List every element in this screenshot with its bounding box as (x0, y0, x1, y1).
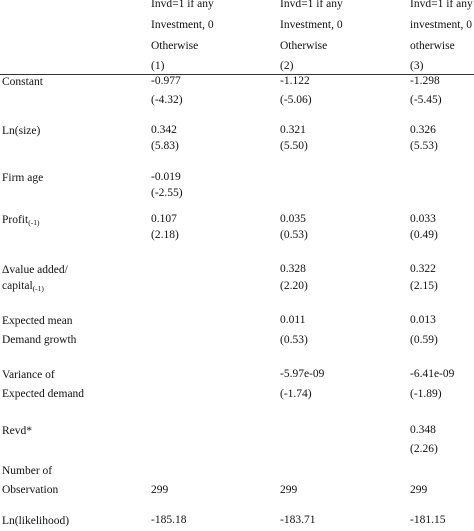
coef-cell: 0.321 (280, 124, 306, 136)
column-header-line: Invd=1 if any (410, 0, 473, 10)
value-cell: -181.15 (410, 514, 446, 526)
column-number: (1) (151, 60, 165, 72)
tstat-cell: (0.53) (280, 334, 308, 346)
row-label-line2: Observation (2, 484, 59, 496)
tstat-cell: (-5.06) (280, 94, 312, 106)
tstat-cell: (-1.74) (280, 388, 312, 400)
tstat-cell: (-4.32) (151, 94, 183, 106)
coef-cell: -0.977 (151, 75, 181, 87)
coef-cell: 0.322 (410, 263, 436, 275)
row-label-line2: capital(-1) (2, 280, 44, 293)
column-header-line: Otherwise (151, 40, 199, 52)
tstat-cell: (2.26) (410, 443, 438, 455)
column-header-line: otherwise (410, 40, 455, 52)
value-cell: -185.18 (151, 514, 187, 526)
coef-cell: 0.013 (410, 314, 436, 326)
tstat-cell: (5.50) (280, 140, 308, 152)
tstat-cell: (5.53) (410, 140, 438, 152)
row-label: Ln(size) (2, 125, 41, 137)
coef-cell: 0.035 (280, 213, 306, 225)
row-label: Firm age (2, 172, 44, 184)
tstat-cell: (0.59) (410, 334, 438, 346)
row-label-line2: Demand growth (2, 334, 77, 346)
tstat-cell: (0.49) (410, 229, 438, 241)
row-label: Number of (2, 465, 53, 477)
coef-cell: -1.298 (410, 75, 440, 87)
tstat-cell: (5.83) (151, 140, 179, 152)
coef-cell: 0.348 (410, 424, 436, 436)
header-rule (0, 74, 474, 75)
row-label: Variance of (2, 369, 55, 381)
value-cell: 299 (410, 484, 428, 496)
coef-cell: 0.011 (280, 314, 306, 326)
row-label-line2: Expected demand (2, 388, 85, 400)
row-label: Profit(-1) (2, 214, 40, 227)
value-cell: -183.71 (280, 514, 316, 526)
tstat-cell: (-2.55) (151, 187, 183, 199)
row-label-subscript: (-1) (28, 218, 40, 227)
tstat-cell: (0.53) (280, 229, 308, 241)
tstat-cell: (2.15) (410, 280, 438, 292)
tstat-cell: (2.20) (280, 280, 308, 292)
column-header-line: Invd=1 if any (151, 0, 214, 10)
column-header-line: Investment, 0 (151, 19, 214, 31)
value-cell: 299 (280, 484, 298, 496)
column-header-line: Invd=1 if any (280, 0, 343, 10)
row-label: Revd* (2, 425, 33, 437)
column-header-line: Otherwise (280, 40, 328, 52)
column-header-line: investment, 0 (410, 19, 472, 31)
tstat-cell: (2.18) (151, 229, 179, 241)
coef-cell: 0.326 (410, 124, 436, 136)
coef-cell: 0.328 (280, 263, 306, 275)
tstat-cell: (-1.89) (410, 388, 442, 400)
column-number: (2) (280, 60, 294, 72)
tstat-cell: (-5.45) (410, 94, 442, 106)
row-label-subscript: (-1) (32, 284, 44, 293)
column-number: (3) (410, 60, 424, 72)
row-label: Ln(likelihood) (2, 515, 70, 527)
coef-cell: -5.97e-09 (280, 368, 325, 380)
coef-cell: -1.122 (280, 75, 310, 87)
value-cell: 299 (151, 484, 169, 496)
coef-cell: 0.342 (151, 124, 177, 136)
coef-cell: -6.41e-09 (410, 368, 455, 380)
row-label: Δvalue added/ (2, 264, 68, 276)
column-header-line: Investment, 0 (280, 19, 343, 31)
coef-cell: 0.107 (151, 213, 177, 225)
row-label: Constant (2, 76, 43, 88)
coef-cell: 0.033 (410, 213, 436, 225)
row-label: Expected mean (2, 315, 73, 327)
coef-cell: -0.019 (151, 171, 181, 183)
